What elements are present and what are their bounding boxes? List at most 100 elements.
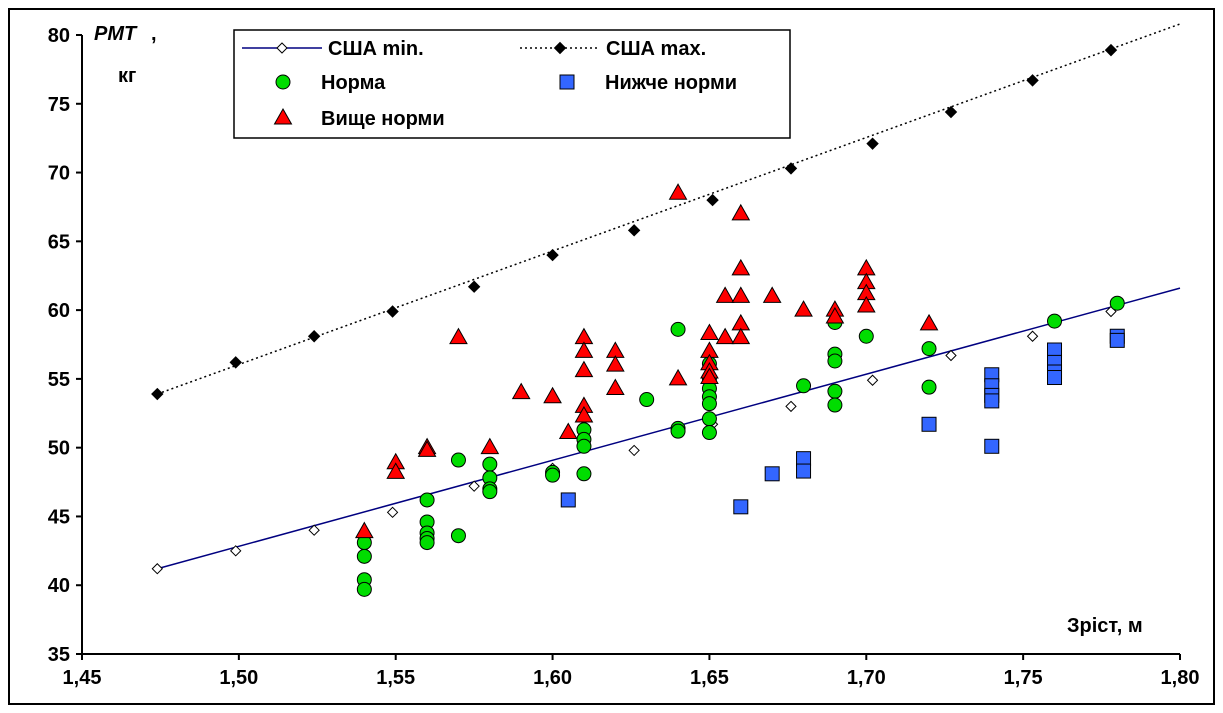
data-point: [1026, 74, 1039, 87]
y-tick-label: 45: [48, 506, 70, 528]
data-point: [700, 367, 719, 385]
x-tick-label: 1,50: [219, 667, 258, 689]
data-point: [417, 440, 437, 457]
x-axis-title: Зріст, м: [1067, 615, 1143, 637]
y-tick-label: 35: [48, 644, 70, 666]
legend-marker: [276, 42, 288, 54]
data-point: [764, 466, 780, 482]
legend-marker: [559, 74, 575, 90]
data-point: [308, 524, 320, 536]
data-point: [919, 313, 939, 331]
data-point: [1047, 370, 1063, 386]
y-tick-label: 70: [48, 163, 70, 185]
series-line: [157, 23, 1181, 395]
data-point: [419, 535, 435, 551]
legend-marker: [273, 107, 293, 125]
data-point: [605, 355, 625, 372]
data-point: [715, 286, 735, 303]
y-tick-label: 55: [48, 369, 70, 391]
data-point: [605, 378, 625, 396]
y-tick-label: 75: [48, 94, 70, 116]
data-point: [921, 379, 937, 395]
legend-label: Вище норми: [321, 108, 445, 130]
legend-marker: [553, 41, 567, 55]
data-point: [467, 280, 481, 293]
y-tick-label: 60: [48, 300, 70, 322]
data-point: [827, 397, 843, 413]
legend: США min. США max. Норма Нижче норми Вище нор…: [233, 29, 791, 139]
data-point: [574, 360, 594, 378]
data-point: [356, 548, 372, 564]
data-point: [1026, 330, 1039, 342]
data-point: [386, 462, 406, 479]
data-point: [151, 563, 163, 575]
data-point: [945, 349, 957, 362]
data-point: [700, 323, 719, 340]
data-point: [1109, 295, 1125, 311]
data-point: [866, 137, 879, 150]
data-point: [670, 423, 686, 439]
data-point: [307, 330, 321, 343]
data-point: [546, 248, 559, 262]
x-tick-label: 1,45: [63, 667, 102, 689]
data-point: [668, 368, 688, 386]
data-point: [796, 463, 812, 479]
x-tick-label: 1,70: [847, 667, 886, 689]
data-point: [628, 444, 640, 457]
data-point: [701, 396, 717, 412]
data-point: [419, 492, 435, 508]
data-point: [229, 356, 242, 369]
legend-label: Нижче норми: [605, 72, 737, 94]
data-point: [731, 203, 751, 221]
legend-marker: [275, 74, 291, 90]
data-point: [670, 321, 686, 337]
data-point: [574, 406, 594, 423]
data-point: [825, 306, 845, 324]
data-point: [560, 492, 576, 508]
data-point: [468, 480, 480, 492]
data-point: [827, 353, 843, 369]
data-point: [944, 105, 958, 119]
data-point: [576, 466, 592, 482]
data-point: [1047, 313, 1063, 329]
x-tick-label: 1,80: [1161, 667, 1200, 689]
y-tick-label: 40: [48, 575, 70, 597]
data-point: [639, 392, 655, 408]
data-point: [715, 327, 735, 345]
data-point: [1109, 332, 1125, 348]
data-point: [731, 258, 751, 276]
y-tick-label: 50: [48, 438, 70, 460]
data-point: [984, 393, 1000, 409]
legend-label: США max.: [606, 38, 706, 60]
data-point: [449, 327, 468, 345]
data-point: [354, 521, 374, 539]
data-point: [668, 183, 688, 200]
data-point: [984, 438, 1000, 454]
data-point: [386, 506, 399, 519]
data-point: [543, 386, 562, 404]
data-point: [480, 437, 500, 455]
y-axis-title-comma: ,: [151, 23, 157, 45]
y-axis-ticks: 35 40 45 50 55 60 65 70 75 80: [48, 25, 82, 666]
data-point: [856, 295, 876, 313]
data-point: [482, 456, 498, 472]
data-point: [558, 422, 578, 440]
data-point: [921, 341, 937, 357]
data-point: [356, 581, 372, 597]
data-point: [511, 382, 531, 400]
x-axis-ticks: 1,45 1,50 1,55 1,60 1,65 1,70 1,75 1,80: [63, 654, 1200, 689]
x-tick-label: 1,75: [1004, 667, 1043, 689]
data-point: [796, 378, 812, 394]
data-point: [627, 224, 641, 237]
data-point: [706, 193, 719, 207]
legend-label: США min.: [328, 38, 424, 60]
data-point: [785, 400, 797, 413]
y-tick-label: 80: [48, 25, 70, 47]
series-line: [157, 287, 1181, 570]
data-point: [701, 411, 717, 427]
data-point: [731, 327, 751, 345]
data-point: [450, 528, 466, 544]
x-tick-label: 1,55: [376, 667, 415, 689]
data-point: [230, 545, 242, 557]
